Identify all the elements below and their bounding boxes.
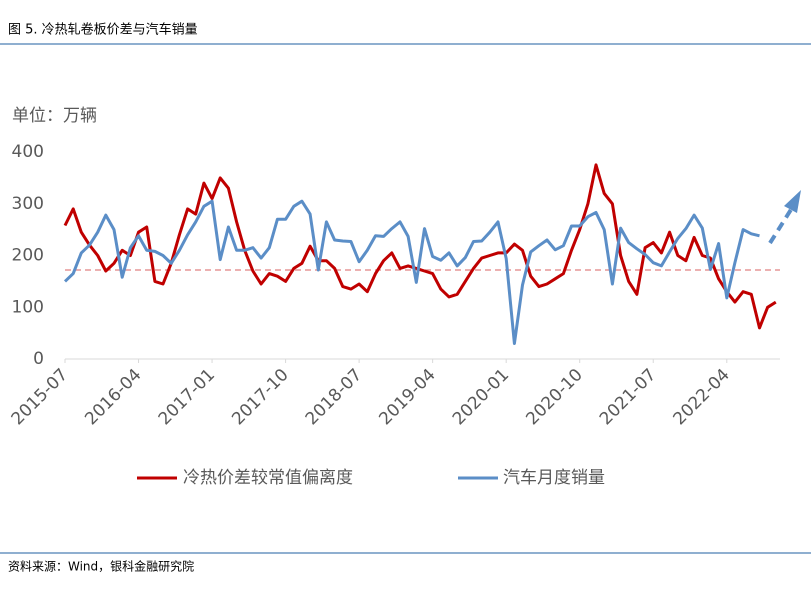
y-tick-label: 200 bbox=[12, 246, 44, 266]
y-tick-label: 0 bbox=[33, 349, 44, 369]
x-tick-label: 2016-04 bbox=[81, 365, 145, 429]
y-tick-label: 400 bbox=[12, 142, 44, 162]
x-tick-label: 2022-04 bbox=[669, 365, 733, 429]
chart-title: 图 5. 冷热轧卷板价差与汽车销量 bbox=[8, 22, 198, 38]
legend-label: 冷热价差较常值偏离度 bbox=[183, 468, 353, 488]
x-tick-label: 2018-07 bbox=[302, 365, 366, 429]
x-tick-label: 2020-10 bbox=[522, 365, 586, 429]
x-tick-label: 2021-07 bbox=[596, 365, 660, 429]
x-tick-label: 2015-07 bbox=[8, 365, 72, 429]
x-tick-label: 2017-10 bbox=[228, 365, 292, 429]
y-tick-label: 100 bbox=[12, 297, 44, 317]
series-line bbox=[63, 199, 760, 345]
series-line bbox=[63, 163, 777, 330]
unit-label: 单位：万辆 bbox=[12, 106, 97, 126]
y-tick-label: 300 bbox=[12, 194, 44, 214]
trend-arrow bbox=[768, 190, 801, 245]
x-tick-label: 2019-04 bbox=[375, 365, 439, 429]
source-note: 资料来源：Wind，银科金融研究院 bbox=[8, 559, 194, 574]
x-tick-label: 2017-01 bbox=[155, 365, 219, 429]
legend-label: 汽车月度销量 bbox=[503, 468, 605, 488]
x-tick-label: 2020-01 bbox=[449, 365, 513, 429]
